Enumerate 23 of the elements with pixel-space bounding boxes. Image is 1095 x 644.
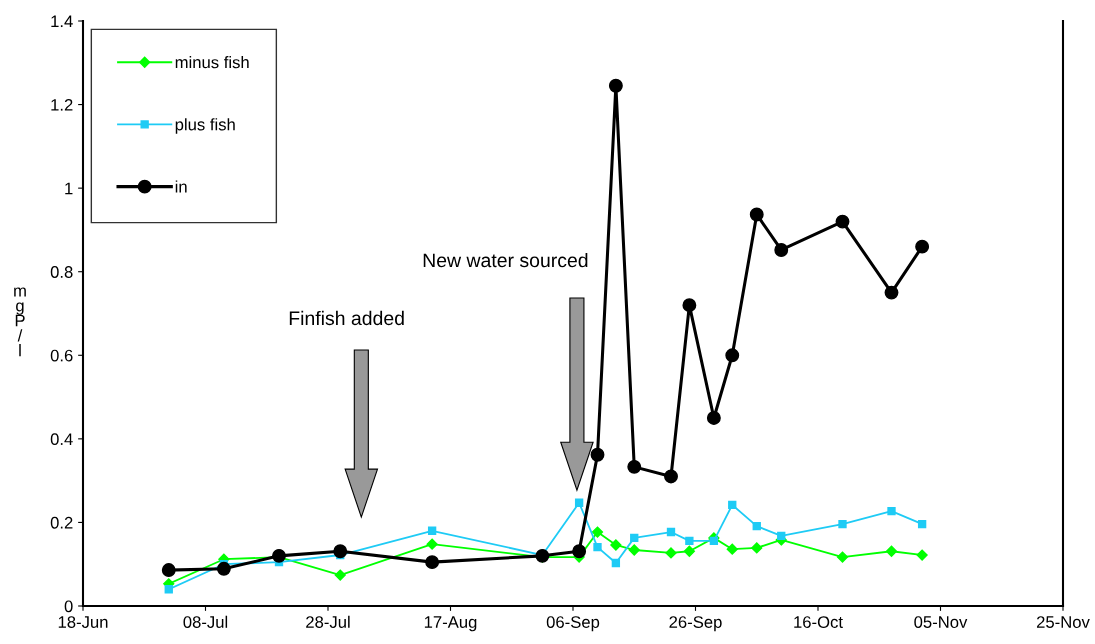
y-tick-label: 0.2 — [50, 516, 73, 529]
y-tick-label: 0.6 — [50, 349, 73, 362]
annotation: Finfish added — [289, 310, 404, 326]
annotation: New water sourced — [423, 252, 588, 268]
x-tick-label: 08-Jul — [183, 615, 228, 628]
x-tick-label: 28-Jul — [306, 615, 350, 628]
legend-label: minus fish — [175, 56, 249, 69]
x-tick-label: 26-Sep — [669, 616, 722, 632]
y-tick-label: 1.2 — [51, 98, 73, 111]
x-tick-label: 18-Jun — [58, 616, 108, 628]
x-tick-label: 25-Nov — [1036, 616, 1090, 628]
y-tick-label: 0 — [64, 600, 73, 613]
x-tick-label: 17-Aug — [424, 616, 477, 632]
y-tick-label: 1.4 — [51, 15, 73, 28]
legend-label: plus fish — [175, 118, 235, 134]
x-tick-label: 16-Oct — [794, 616, 843, 628]
x-tick-label: 06-Sep — [546, 616, 600, 632]
x-tick-label: 05-Nov — [914, 616, 968, 628]
y-tick-label: 0.4 — [50, 433, 73, 446]
y-tick-label: 1 — [65, 182, 73, 195]
y-axis-title: mgP/l — [14, 287, 26, 357]
legend-label: in — [175, 180, 187, 193]
y-tick-label: 0.8 — [50, 266, 73, 278]
